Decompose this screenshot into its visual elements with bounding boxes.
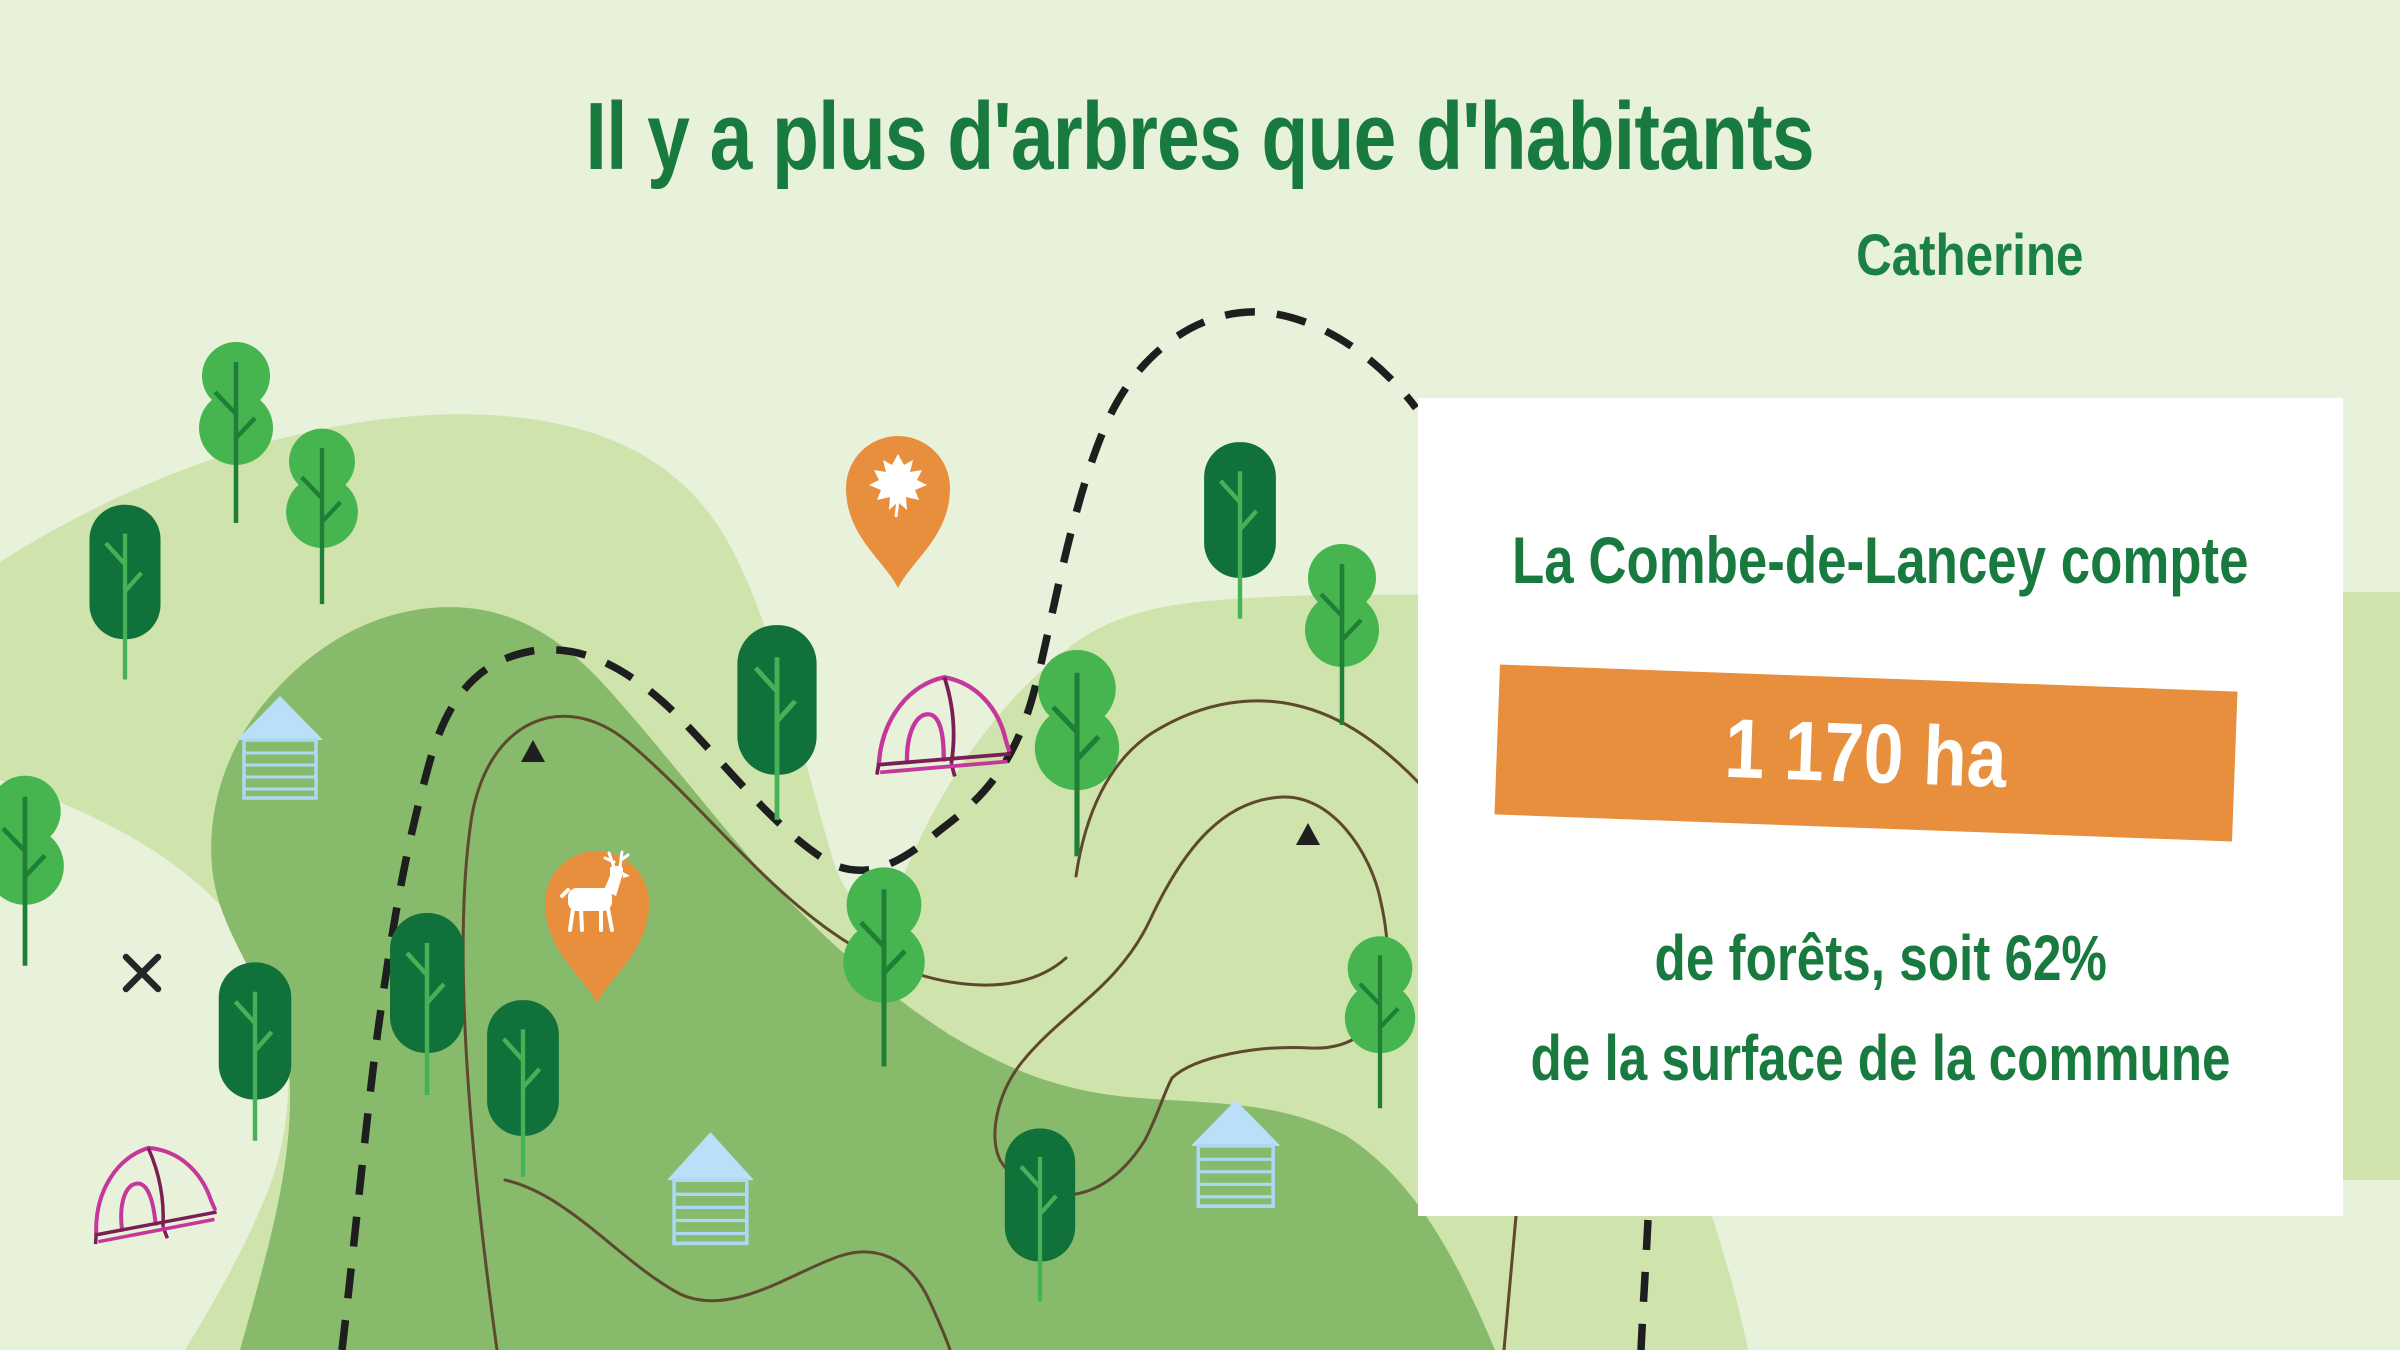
dashed-trail — [338, 308, 1652, 1350]
x-mark-icon — [122, 953, 162, 993]
peak-triangle-icon — [521, 740, 545, 762]
dashed-trail-main — [338, 308, 1419, 1350]
maple-leaf-pin — [846, 436, 950, 588]
page-title-text: Il y a plus d'arbres que d'habitants — [585, 83, 1815, 190]
attribution: Catherine — [1720, 222, 2220, 289]
stat-card-detail-2: de la surface de la commune — [1530, 1022, 2231, 1094]
dashed-trail-below-card — [1637, 1219, 1652, 1350]
attribution-text: Catherine — [1856, 223, 2084, 288]
contour-line — [503, 1178, 952, 1350]
terrain-light-pocket-left — [0, 780, 289, 1350]
peak-triangle-icon — [1296, 823, 1320, 845]
stat-card-detail-1: de forêts, soit 62% — [1654, 922, 2107, 994]
page-title: Il y a plus d'arbres que d'habitants — [0, 82, 2400, 192]
deer-icon — [560, 850, 630, 932]
hectares-value: 1 170 ha — [1723, 700, 2009, 805]
stat-card-intro: La Combe-de-Lancey compte — [1512, 523, 2249, 597]
terrain-light-pocket-right — [1700, 1180, 2400, 1350]
maple-leaf-icon — [869, 454, 927, 518]
stat-card: La Combe-de-Lancey compte 1 170 ha de fo… — [1418, 398, 2343, 1216]
deer-pin — [545, 850, 649, 1003]
contour-line — [1074, 699, 1421, 878]
contour-line — [1502, 1214, 1518, 1350]
highlight-banner: 1 170 ha — [1494, 664, 2238, 842]
